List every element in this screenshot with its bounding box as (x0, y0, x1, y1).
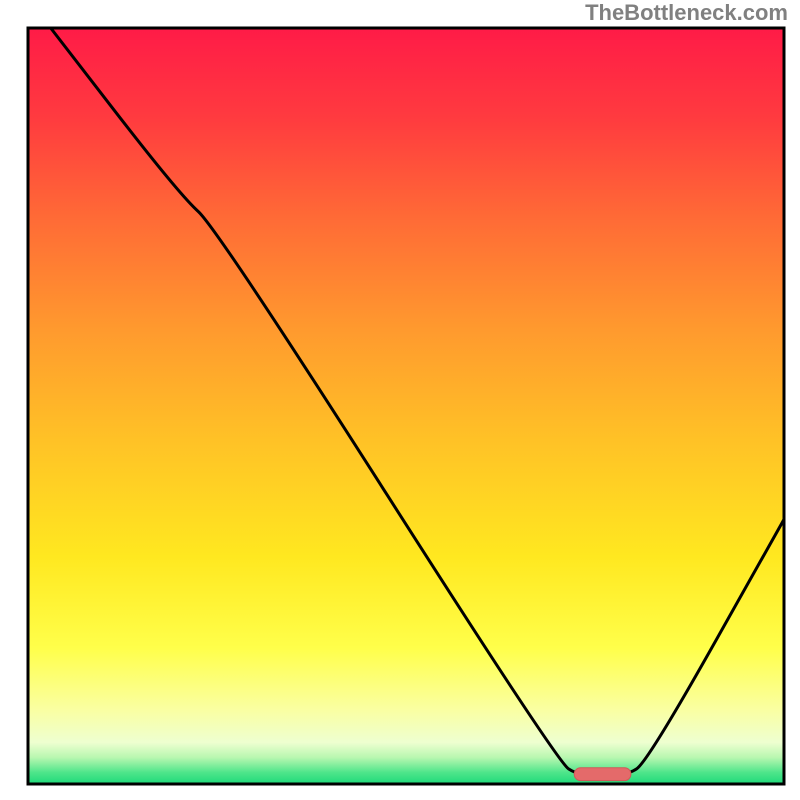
chart-container: { "attribution": { "text": "TheBottlenec… (0, 0, 800, 800)
bottleneck-chart (0, 0, 800, 800)
attribution-watermark: TheBottleneck.com (585, 0, 788, 26)
optimal-range-marker (574, 768, 631, 781)
gradient-background (28, 28, 784, 784)
